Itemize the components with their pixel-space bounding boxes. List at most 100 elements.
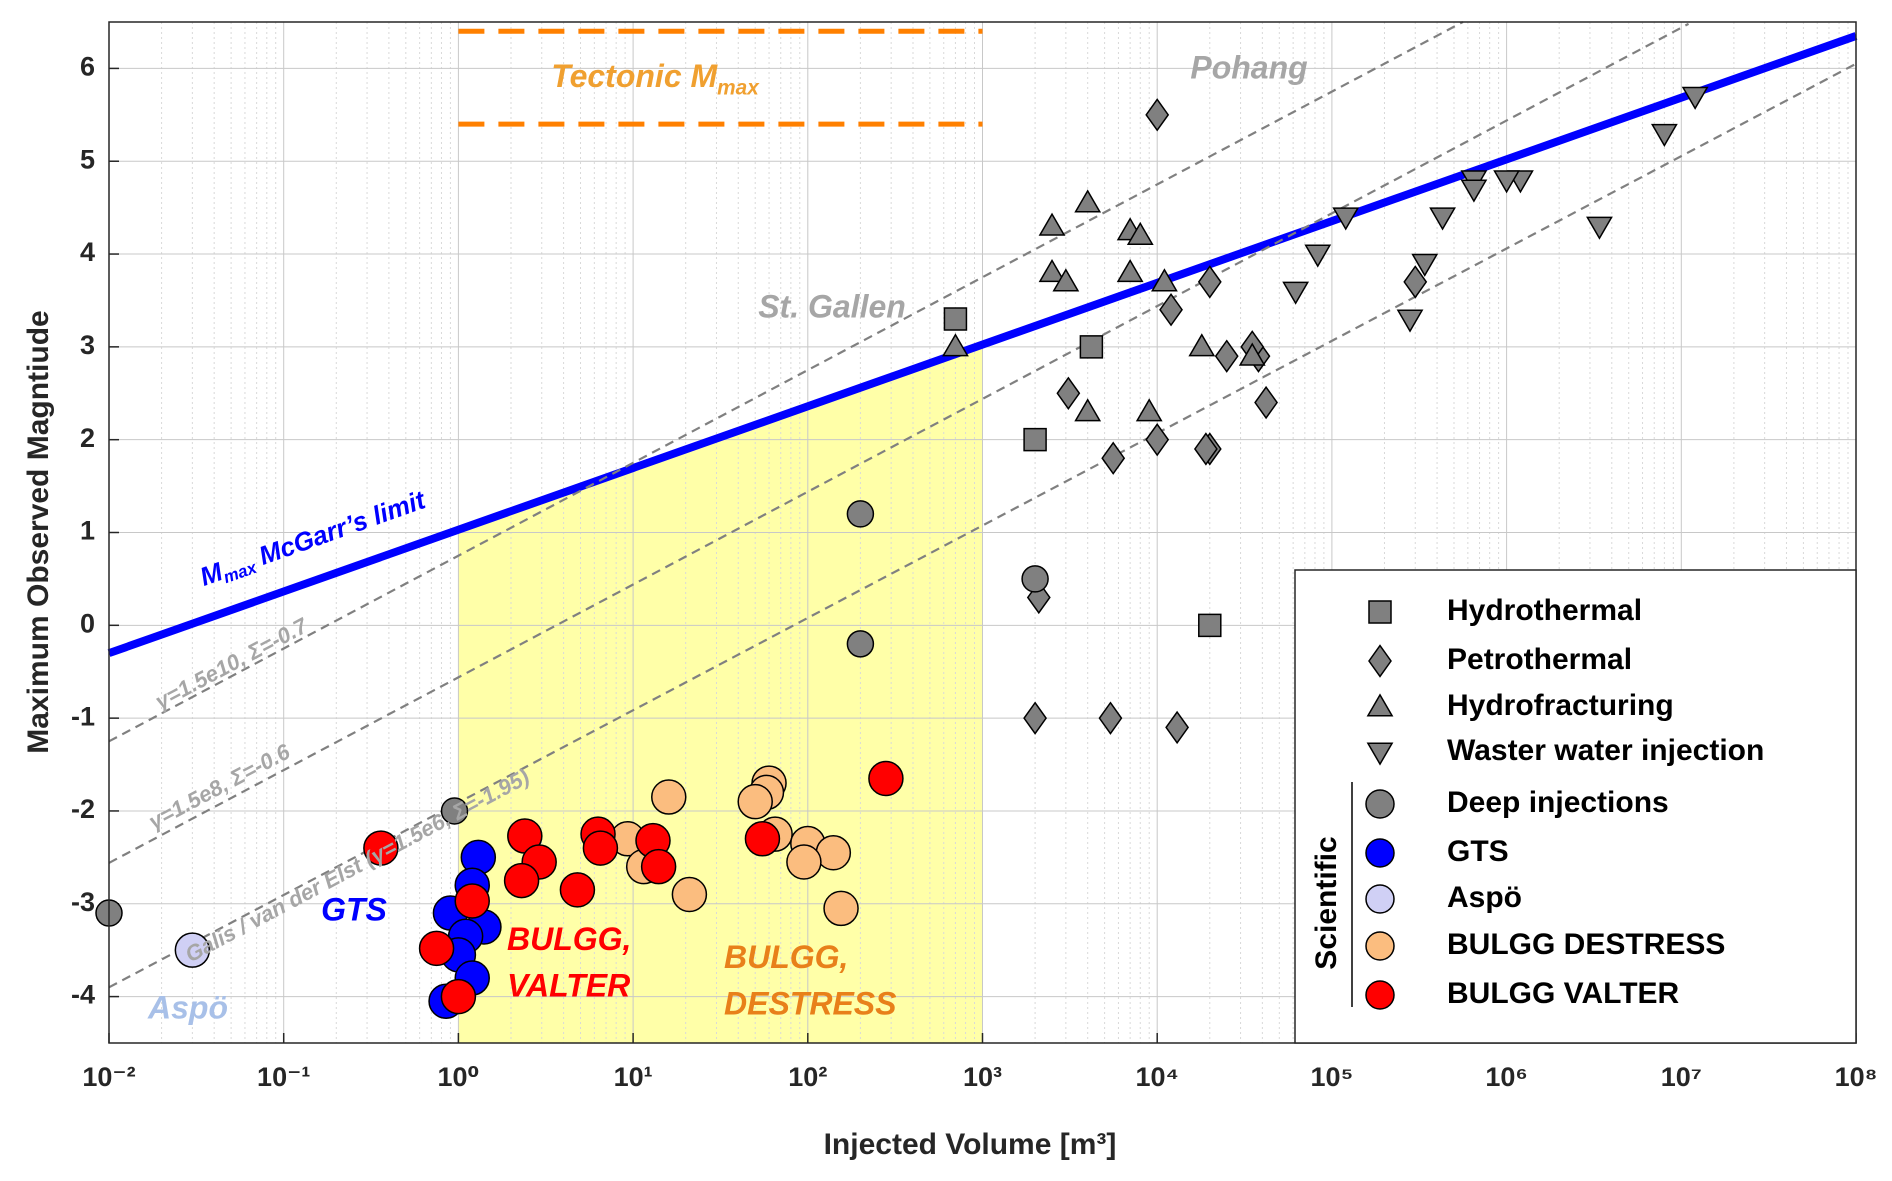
data-point (1282, 281, 1310, 305)
annotation: BULGG, VALTER (507, 921, 631, 1003)
legend-marker (1365, 884, 1395, 914)
data-point (1101, 441, 1126, 475)
data-point (846, 500, 875, 528)
data-point (174, 932, 211, 968)
x-tick-label: 10¹ (614, 1062, 653, 1092)
data-point (1159, 293, 1183, 327)
annotation: GTS (321, 891, 387, 927)
y-tick-label: -1 (71, 701, 95, 731)
data-point (1493, 170, 1521, 194)
data-point (1038, 212, 1066, 236)
annotation-line: BULGG, (507, 921, 631, 957)
limit-line (107, 32, 1858, 657)
data-point (1038, 259, 1066, 283)
reference-line (108, 22, 1690, 864)
reference-line (108, 21, 1464, 743)
y-tick-label: 4 (80, 237, 95, 267)
data-point (559, 872, 596, 908)
data-point (846, 630, 875, 658)
x-tick-label: 10⁷ (1661, 1062, 1702, 1092)
x-tick-label: 10² (788, 1062, 827, 1092)
data-point (1023, 427, 1047, 452)
legend-marker (1365, 838, 1395, 868)
data-point (1403, 265, 1428, 299)
data-point (1098, 701, 1123, 735)
legend-marker (1365, 789, 1395, 819)
annotation: BULGG, DESTRESS (724, 939, 897, 1021)
data-point (1681, 86, 1709, 110)
legend-marker (1368, 644, 1392, 678)
data-point (1126, 221, 1154, 246)
data-point (1254, 385, 1279, 420)
x-tick-label: 10⁰ (437, 1062, 479, 1092)
legend-group-label: Scientific (1310, 836, 1343, 969)
data-point (454, 883, 490, 919)
legend-label: BULGG VALTER (1447, 977, 1680, 1010)
data-point (942, 333, 969, 357)
data-point (671, 876, 708, 913)
data-point (1238, 342, 1266, 366)
legend-label: Deep injections (1447, 786, 1669, 819)
data-point (943, 307, 968, 331)
data-point (786, 844, 822, 880)
annotation: Pohang (1190, 49, 1307, 85)
data-point (640, 848, 677, 885)
y-tick-label: 0 (80, 608, 95, 638)
x-tick-label: 10⁻¹ (257, 1062, 310, 1092)
x-tick-label: 10⁴ (1136, 1062, 1179, 1092)
data-point (1193, 432, 1218, 466)
data-point (1650, 123, 1678, 147)
annotation: Tectonic Mmax (551, 58, 760, 99)
data-point (823, 890, 859, 927)
data-point (1056, 376, 1081, 410)
data-point (503, 862, 540, 899)
data-point (1074, 398, 1102, 422)
annotation: Aspö (147, 989, 228, 1025)
data-point (1197, 265, 1222, 299)
annotation: St. Gallen (758, 288, 906, 324)
data-point (1396, 309, 1424, 333)
annotation-part: max (717, 76, 760, 99)
plot-frame (108, 21, 1857, 1044)
data-point (1586, 216, 1613, 240)
x-tick-label: 10⁶ (1485, 1062, 1527, 1092)
y-tick-label: -3 (71, 887, 95, 917)
y-tick-label: 2 (80, 423, 95, 453)
data-point (1165, 710, 1190, 745)
legend-marker (1366, 693, 1394, 717)
data-point (1052, 268, 1080, 292)
legend-marker (1366, 742, 1394, 766)
data-point (1188, 333, 1216, 357)
x-tick-label: 10⁵ (1311, 1062, 1354, 1092)
annotation-line: BULGG, (724, 939, 848, 975)
data-point (1135, 398, 1163, 422)
data-point (1116, 259, 1144, 283)
data-point (868, 760, 904, 797)
data-point (1021, 565, 1049, 593)
x-tick-label: 10⁻² (82, 1062, 135, 1092)
data-point (582, 830, 619, 866)
legend-label: BULGG DESTRESS (1447, 928, 1725, 961)
data-point (363, 830, 399, 866)
data-point (1198, 613, 1222, 638)
legend-marker (1368, 600, 1392, 624)
data-point (1074, 189, 1102, 213)
data-point (1429, 207, 1456, 231)
annotation-line: DESTRESS (724, 986, 897, 1022)
data-point (1145, 422, 1170, 457)
data-point (737, 783, 773, 820)
y-axis-label: Maximum Observed Magntiude (22, 310, 55, 753)
y-tick-label: 6 (80, 52, 95, 82)
y-tick-label: 5 (80, 144, 95, 174)
data-point (1460, 179, 1488, 203)
legend-label: Petrothermal (1447, 643, 1632, 676)
y-tick-label: 1 (80, 516, 95, 546)
legend-label: Hydrofracturing (1447, 689, 1674, 722)
x-tick-label: 10⁸ (1835, 1062, 1878, 1092)
data-point (744, 821, 781, 857)
legend-marker (1365, 980, 1395, 1010)
annotation-line: VALTER (507, 968, 630, 1004)
y-tick-label: 3 (80, 330, 95, 360)
annotation-part: Tectonic M (551, 58, 718, 94)
